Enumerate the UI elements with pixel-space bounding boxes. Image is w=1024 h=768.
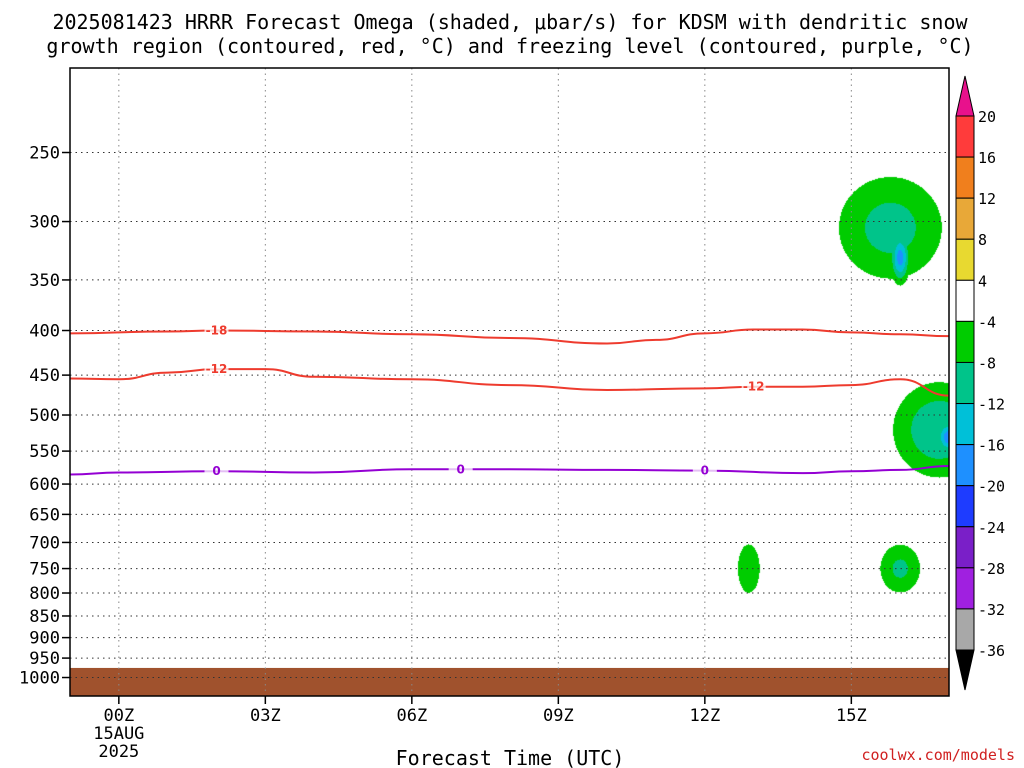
contour-line--12 xyxy=(69,368,950,397)
y-tick-label: 800 xyxy=(29,584,60,604)
plot-frame xyxy=(69,67,950,697)
chart-title-line-1: 2025081423 HRRR Forecast Omega (shaded, … xyxy=(52,10,968,34)
colorbar-bin xyxy=(955,526,975,569)
colorbar-bin xyxy=(955,567,975,610)
y-axis: 2503003504004505005506006507007508008509… xyxy=(19,144,70,689)
x-tick-label: 12Z xyxy=(689,706,720,726)
x-tick-label: 15Z xyxy=(836,706,867,726)
colorbar-bin xyxy=(955,156,975,199)
colorbar-label: -24 xyxy=(978,519,1005,537)
y-tick-label: 500 xyxy=(29,406,60,426)
colorbar-top-arrow xyxy=(955,75,975,117)
colorbar-bin xyxy=(955,238,975,281)
colorbar-bin xyxy=(955,115,975,158)
colorbar-bin xyxy=(955,403,975,446)
colorbar-label: -36 xyxy=(978,642,1005,660)
plot-area xyxy=(70,68,949,696)
contour-label--18: -18 xyxy=(206,324,228,338)
omega-shading xyxy=(70,68,949,696)
y-tick-label: 900 xyxy=(29,629,60,649)
contour-label-bg xyxy=(204,361,229,377)
x-tick-label: 06Z xyxy=(396,706,427,726)
contour-label--12: -12 xyxy=(743,380,765,394)
colorbar-label: -32 xyxy=(978,601,1005,619)
y-tick-label: 950 xyxy=(29,649,60,669)
contour-label-0: 0 xyxy=(212,464,220,478)
credit-text: coolwx.com/models xyxy=(861,746,1015,764)
contour-label-bg xyxy=(204,322,229,338)
y-tick-label: 400 xyxy=(29,322,60,342)
colorbar-bin xyxy=(955,485,975,528)
colorbar-label: -4 xyxy=(978,313,996,331)
y-tick-label: 350 xyxy=(29,271,60,291)
y-tick-label: 600 xyxy=(29,475,60,495)
contour-label-0: 0 xyxy=(456,462,464,476)
contour-label-0: 0 xyxy=(701,464,709,478)
x-tick-sublabel: 15AUG xyxy=(93,724,144,744)
colorbar-bin xyxy=(955,320,975,363)
y-tick-label: 450 xyxy=(29,366,60,386)
colorbar-label: 12 xyxy=(978,190,996,208)
contour-layer: -18 -12 -12 0 0 0 xyxy=(69,322,950,479)
y-tick-label: 550 xyxy=(29,442,60,462)
contour-label-bg xyxy=(741,378,766,394)
y-tick-label: 650 xyxy=(29,505,60,525)
x-tick-sublabel: 2025 xyxy=(98,742,139,762)
colorbar-label: -16 xyxy=(978,437,1005,455)
x-axis-label: Forecast Time (UTC) xyxy=(396,746,625,768)
colorbar-bin xyxy=(955,444,975,487)
colorbar-bin xyxy=(955,279,975,322)
colorbar-label: 4 xyxy=(978,272,987,290)
y-tick-label: 1000 xyxy=(19,669,60,689)
colorbar-label: -8 xyxy=(978,354,996,372)
colorbar: 20 16 12 8 4 -4 -8 -12 -16 -20 -24 -28 -32 -36 xyxy=(955,75,1005,691)
x-tick-label: 09Z xyxy=(543,706,574,726)
y-tick-label: 750 xyxy=(29,560,60,580)
contour-label-bg xyxy=(204,463,229,479)
colorbar-bin xyxy=(955,197,975,240)
colorbar-label: 8 xyxy=(978,231,987,249)
colorbar-bottom-arrow xyxy=(955,649,975,691)
x-tick-label: 00Z xyxy=(103,706,134,726)
colorbar-label: 16 xyxy=(978,149,996,167)
chart-title-line-2: growth region (contoured, red, °C) and f… xyxy=(46,34,973,58)
y-tick-label: 850 xyxy=(29,607,60,627)
ground-fill xyxy=(70,667,949,696)
y-tick-label: 250 xyxy=(29,144,60,164)
colorbar-bin xyxy=(955,608,975,651)
y-tick-label: 700 xyxy=(29,533,60,553)
contour-label--12: -12 xyxy=(206,362,228,376)
x-tick-label: 03Z xyxy=(250,706,281,726)
contour-label-bg xyxy=(448,461,473,477)
colorbar-label: 20 xyxy=(978,108,996,126)
contour-label-bg xyxy=(692,462,717,478)
grid-lines xyxy=(70,68,949,696)
colorbar-label: -20 xyxy=(978,478,1005,496)
colorbar-label: -28 xyxy=(978,560,1005,578)
y-tick-label: 300 xyxy=(29,213,60,233)
colorbar-bin xyxy=(955,361,975,405)
colorbar-label: -12 xyxy=(978,396,1005,414)
